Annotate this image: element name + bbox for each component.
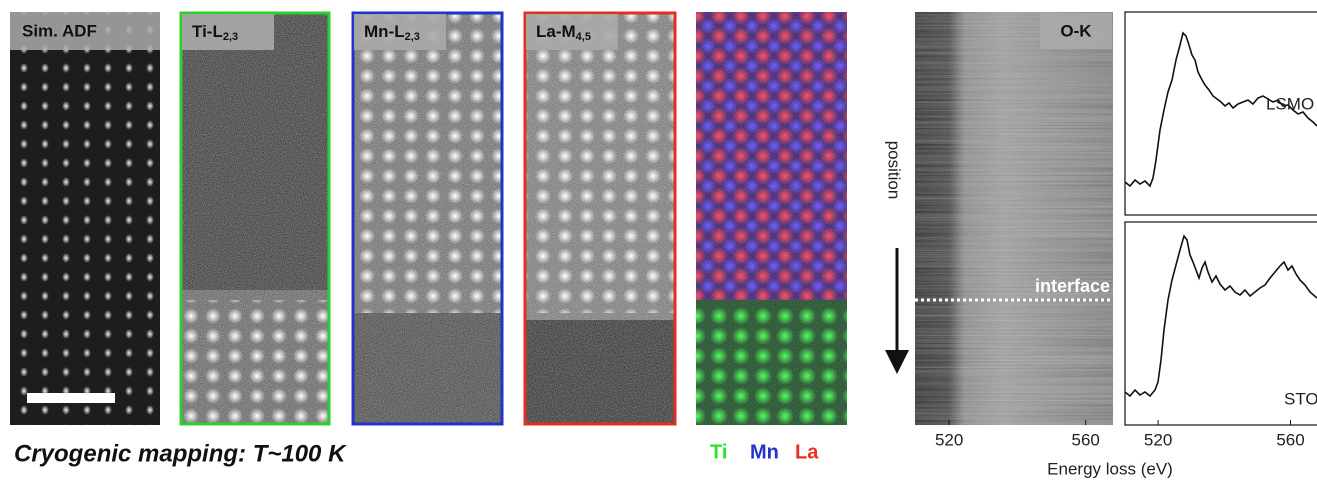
spectrum-sto: STO: [1124, 221, 1317, 426]
panel-label: Sim. ADF: [22, 21, 97, 40]
scale-bar: [27, 393, 115, 403]
mn-map-panel: Mn-L2,3: [351, 11, 504, 426]
spectrum-lsmo: LSMO: [1124, 11, 1317, 216]
label-main: Mn-L: [364, 22, 405, 41]
panel-label: Ti-L2,3: [192, 22, 238, 42]
caption: Cryogenic mapping: T~100 K: [14, 440, 347, 467]
label-sub: 2,3: [405, 31, 420, 43]
x-axis-label: Energy loss (eV): [1047, 459, 1173, 478]
interface-label: interface: [1035, 276, 1110, 296]
label-sub: 2,3: [223, 31, 238, 43]
spectrum-line: [1124, 234, 1317, 398]
edge-label: O-K: [1060, 21, 1092, 40]
spectrum-label: STO: [1284, 389, 1317, 408]
label-main: Ti-L: [192, 22, 223, 41]
position-label: position: [885, 141, 904, 200]
label-sub: 4,5: [576, 31, 591, 43]
la-map-panel: La-M4,5: [523, 11, 677, 426]
x-tick-label: 560: [1276, 430, 1304, 449]
legend-la: La: [795, 441, 819, 463]
spectrum-line: [1124, 31, 1317, 188]
x-tick-label: 520: [935, 430, 963, 449]
spectrum-label: LSMO: [1266, 94, 1314, 113]
panel-label: La-M4,5: [536, 22, 591, 42]
label-main: La-M: [536, 22, 576, 41]
x-tick-label: 520: [1144, 430, 1172, 449]
x-tick-label: 560: [1072, 430, 1100, 449]
sim-adf-panel: Sim. ADF: [10, 12, 160, 425]
legend-ti: Ti: [710, 441, 727, 463]
panel-label: Mn-L2,3: [364, 22, 420, 42]
legend-mn: Mn: [750, 441, 779, 463]
composite-panel: [696, 12, 847, 425]
ti-map-panel: Ti-L2,3: [179, 11, 331, 426]
eels-map-panel: O-K interface: [915, 12, 1113, 425]
